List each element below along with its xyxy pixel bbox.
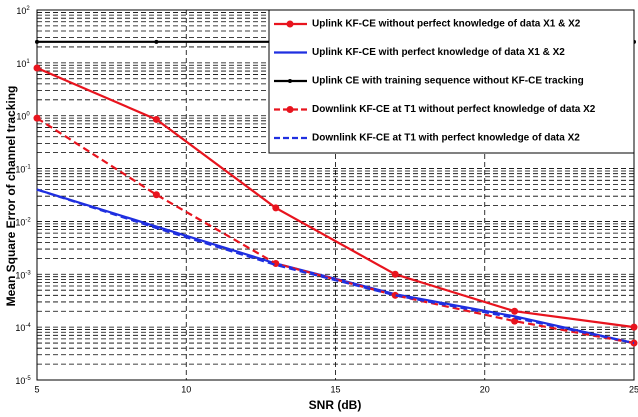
series-marker: [33, 64, 41, 72]
y-tick-exponent: -1: [25, 164, 31, 170]
y-tick-exponent: 1: [26, 58, 30, 64]
legend-marker: [288, 79, 292, 83]
series-marker: [630, 323, 638, 331]
legend-marker: [286, 106, 294, 113]
x-tick-label: 25: [629, 384, 638, 394]
legend-label: Uplink KF-CE with perfect knowledge of d…: [312, 47, 565, 58]
y-tick-label: 100: [16, 111, 30, 122]
legend-label: Uplink CE with training sequence without…: [312, 76, 584, 87]
y-tick-base: 10: [15, 324, 25, 334]
y-tick-label: 10-1: [15, 164, 31, 175]
y-tick-label: 10-2: [15, 217, 31, 228]
y-tick-label: 102: [16, 6, 30, 17]
y-tick-base: 10: [15, 165, 25, 175]
y-tick-exponent: -4: [25, 323, 31, 329]
series-marker: [272, 204, 280, 212]
legend-box: [268, 9, 635, 154]
y-tick-exponent: -5: [25, 376, 31, 382]
y-tick-base: 10: [16, 112, 26, 122]
x-tick-label: 15: [330, 384, 340, 394]
x-tick-label: 20: [480, 384, 490, 394]
series-line: [36, 66, 635, 329]
y-tick-base: 10: [16, 59, 26, 69]
y-tick-base: 10: [15, 218, 25, 228]
y-tick-label: 10-4: [15, 323, 31, 334]
series-marker: [152, 191, 160, 199]
y-tick-label: 10-3: [15, 270, 31, 281]
y-tick-label: 10-5: [15, 376, 31, 387]
y-tick-base: 10: [16, 6, 26, 16]
y-axis-label: Mean Square Error of channel tracking: [4, 86, 18, 307]
series-marker: [152, 115, 160, 123]
series-marker: [391, 291, 399, 299]
series-marker: [154, 39, 159, 44]
y-tick-base: 10: [15, 376, 25, 386]
y-tick-exponent: 0: [26, 111, 30, 117]
y-tick-label: 101: [16, 58, 30, 69]
y-tick-exponent: 2: [26, 6, 30, 12]
y-tick-base: 10: [15, 271, 25, 281]
series-line: [36, 188, 635, 345]
y-tick-exponent: -2: [25, 217, 31, 223]
y-tick-exponent: -3: [25, 270, 31, 276]
series-marker: [33, 114, 41, 122]
x-tick-label: 5: [34, 384, 39, 394]
series-marker: [511, 307, 519, 315]
legend-marker: [286, 20, 294, 28]
legend-label: Downlink KF-CE at T1 without perfect kno…: [312, 104, 596, 115]
x-tick-label: 10: [181, 384, 191, 394]
series-marker: [35, 39, 39, 44]
legend-label: Downlink KF-CE at T1 with perfect knowle…: [312, 133, 580, 144]
series-marker: [511, 317, 519, 325]
x-axis-label: SNR (dB): [309, 398, 362, 412]
series-marker: [391, 270, 399, 278]
legend-label: Uplink KF-CE without perfect knowledge o…: [312, 19, 581, 30]
